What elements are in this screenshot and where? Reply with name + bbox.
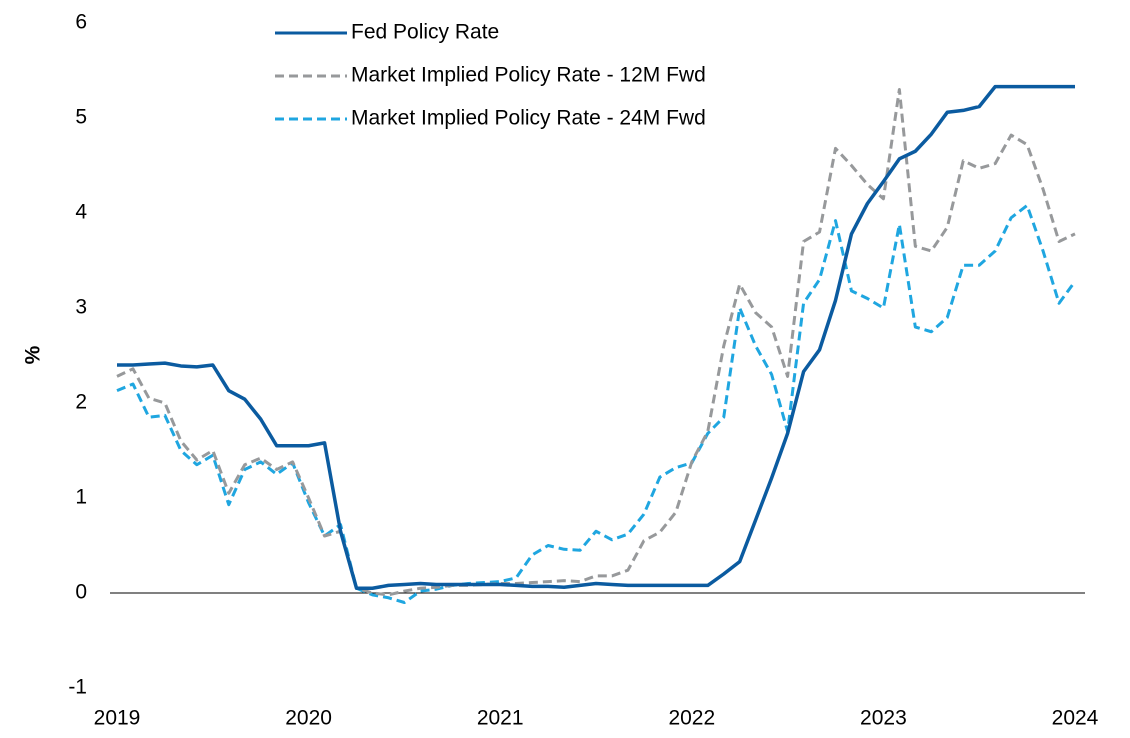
y-tick-label: 3 [75,296,87,319]
x-tick-label: 2019 [94,707,141,730]
series-line [116,88,1076,597]
legend-label: Market Implied Policy Rate - 24M Fwd [351,107,706,130]
series-line [116,203,1077,604]
y-axis-label: % [22,345,45,364]
x-tick-label: 2022 [668,707,715,730]
series-line [117,84,1075,590]
y-tick-label: 2 [75,391,87,414]
x-tick-label: 2024 [1052,707,1099,730]
legend-label: Fed Policy Rate [351,21,499,44]
y-tick-label: 0 [75,581,87,604]
y-tick-label: 1 [75,486,87,509]
y-tick-label: 4 [75,201,87,224]
x-tick-label: 2023 [860,707,907,730]
x-tick-label: 2021 [477,707,524,730]
y-tick-label: 6 [75,11,87,34]
x-tick-label: 2020 [285,707,332,730]
y-tick-label: 5 [75,106,87,129]
y-tick-label: -1 [68,676,87,699]
legend-label: Market Implied Policy Rate - 12M Fwd [351,64,706,87]
